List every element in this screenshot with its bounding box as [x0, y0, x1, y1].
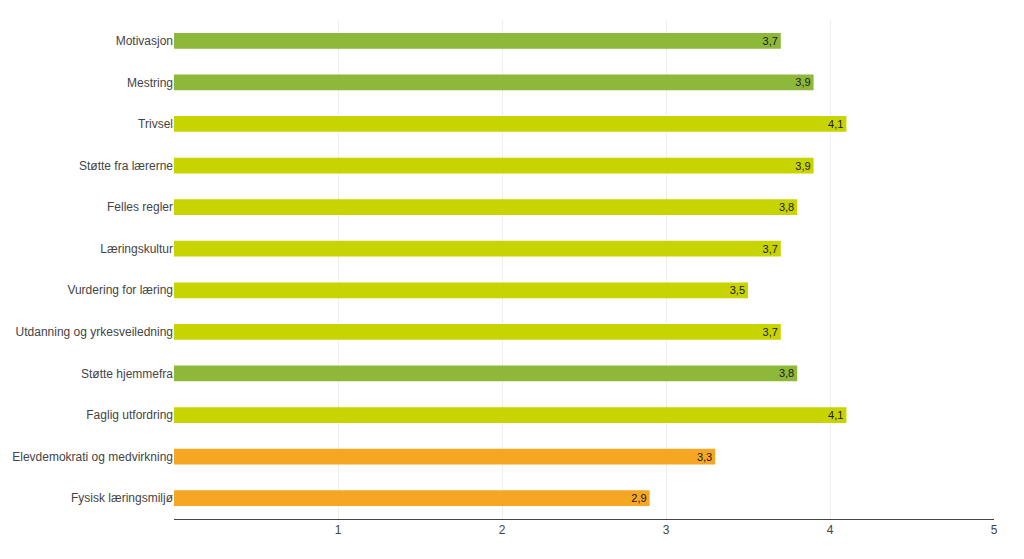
svg-text:3: 3 — [663, 523, 670, 537]
svg-text:3,5: 3,5 — [730, 284, 745, 296]
svg-text:2: 2 — [499, 523, 506, 537]
svg-text:Faglig utfordring: Faglig utfordring — [86, 408, 173, 422]
svg-text:Trivsel: Trivsel — [138, 117, 173, 131]
svg-text:4: 4 — [827, 523, 834, 537]
svg-text:1: 1 — [335, 523, 342, 537]
svg-text:3,9: 3,9 — [795, 160, 810, 172]
svg-text:Motivasjon: Motivasjon — [116, 34, 173, 48]
svg-text:Elevdemokrati og medvirkning: Elevdemokrati og medvirkning — [12, 450, 173, 464]
svg-text:3,3: 3,3 — [697, 451, 712, 463]
svg-text:5: 5 — [991, 523, 998, 537]
svg-text:2,9: 2,9 — [631, 492, 646, 504]
svg-text:Vurdering for læring: Vurdering for læring — [67, 283, 173, 297]
svg-text:Støtte fra lærerne: Støtte fra lærerne — [79, 159, 173, 173]
svg-text:3,7: 3,7 — [763, 326, 778, 338]
svg-text:Felles regler: Felles regler — [107, 200, 173, 214]
svg-text:4,1: 4,1 — [828, 118, 843, 130]
svg-text:Mestring: Mestring — [127, 76, 173, 90]
svg-text:Støtte hjemmefra: Støtte hjemmefra — [81, 367, 173, 381]
svg-text:3,8: 3,8 — [779, 201, 794, 213]
svg-text:Utdanning og yrkesveiledning: Utdanning og yrkesveiledning — [16, 325, 173, 339]
svg-text:3,7: 3,7 — [763, 243, 778, 255]
svg-text:3,9: 3,9 — [795, 76, 810, 88]
svg-text:3,8: 3,8 — [779, 367, 794, 379]
svg-text:4,1: 4,1 — [828, 409, 843, 421]
svg-text:Læringskultur: Læringskultur — [100, 242, 173, 256]
svg-text:Fysisk læringsmiljø: Fysisk læringsmiljø — [71, 491, 174, 505]
svg-text:3,7: 3,7 — [763, 35, 778, 47]
